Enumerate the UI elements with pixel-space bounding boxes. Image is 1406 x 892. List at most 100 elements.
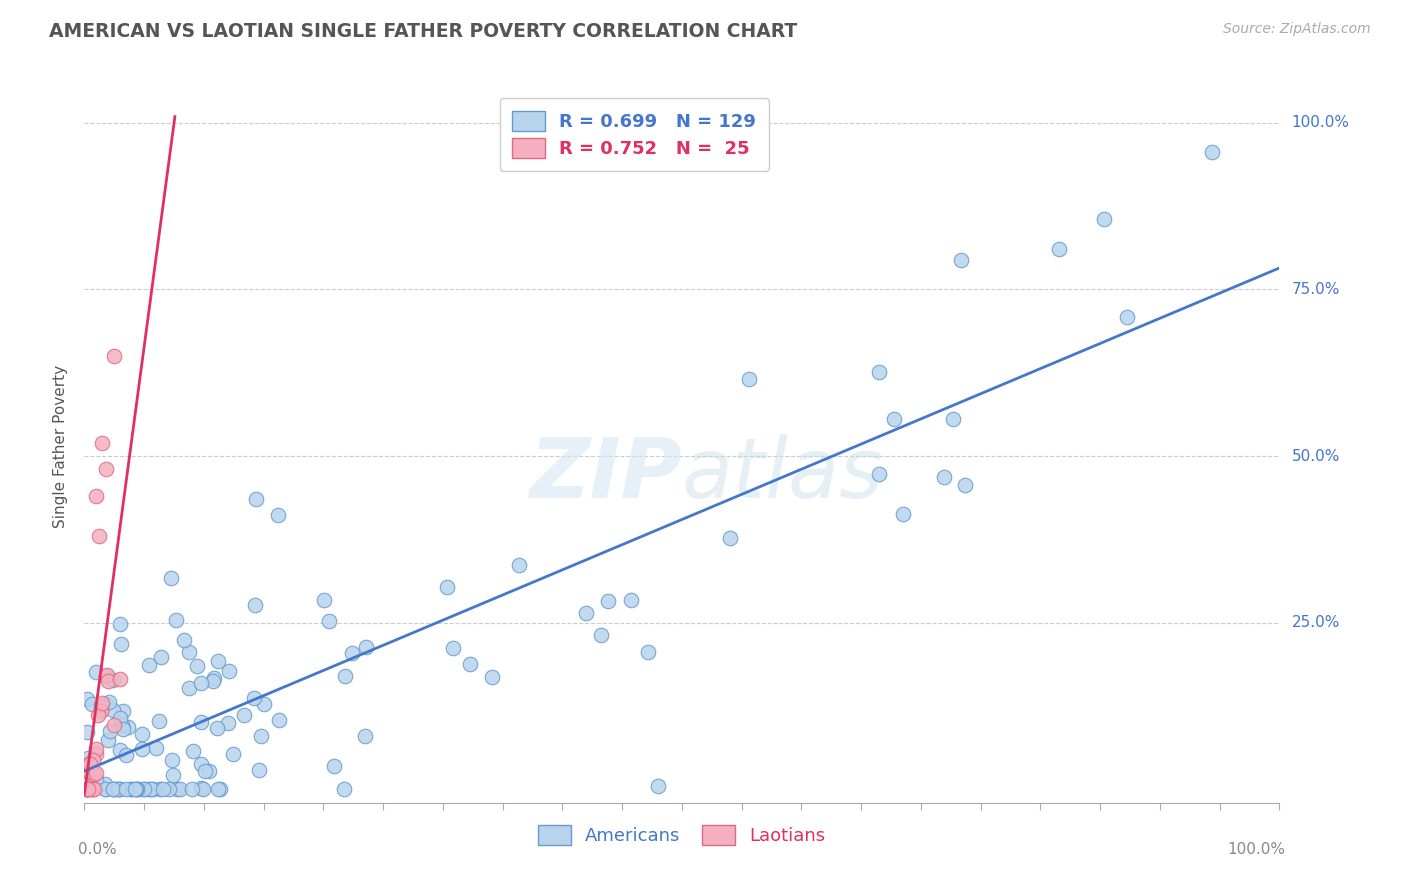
Point xyxy=(103,349,125,363)
Point xyxy=(94,462,117,476)
Point xyxy=(75,782,97,797)
Point xyxy=(84,665,107,679)
Point xyxy=(942,411,965,425)
Point xyxy=(191,782,214,797)
Point xyxy=(112,704,135,718)
Point xyxy=(217,716,239,731)
Point xyxy=(207,654,229,668)
Point xyxy=(134,782,156,797)
Point xyxy=(108,782,131,797)
Point xyxy=(80,782,103,797)
Point xyxy=(82,698,104,712)
Point xyxy=(738,372,761,386)
Legend: Americans, Laotians: Americans, Laotians xyxy=(526,813,838,858)
Point xyxy=(94,782,117,797)
Point xyxy=(934,469,956,483)
Point xyxy=(91,435,114,450)
Point xyxy=(76,764,98,779)
Point xyxy=(508,558,530,572)
Point xyxy=(86,489,108,503)
Point xyxy=(84,742,107,756)
Point xyxy=(181,743,204,757)
Point xyxy=(1116,310,1139,324)
Point xyxy=(97,673,120,688)
Point xyxy=(267,508,290,522)
Point xyxy=(718,531,741,545)
Point xyxy=(108,743,131,757)
Text: 25.0%: 25.0% xyxy=(1292,615,1340,631)
Point xyxy=(637,645,659,659)
Point xyxy=(79,764,101,779)
Point xyxy=(110,673,132,687)
Point xyxy=(269,713,291,727)
Point xyxy=(249,729,271,743)
Point xyxy=(160,753,183,767)
Point xyxy=(869,365,891,379)
Point xyxy=(82,782,104,797)
Point xyxy=(868,467,890,482)
Point xyxy=(190,781,212,796)
Text: atlas: atlas xyxy=(682,434,883,515)
Point xyxy=(891,508,914,522)
Point xyxy=(91,696,114,710)
Point xyxy=(169,782,191,797)
Point xyxy=(157,782,180,797)
Point xyxy=(208,782,231,797)
Point xyxy=(94,697,117,711)
Point xyxy=(179,681,201,695)
Point xyxy=(101,673,124,688)
Point xyxy=(76,750,98,764)
Point xyxy=(127,782,149,797)
Point xyxy=(103,703,125,717)
Point xyxy=(950,252,973,267)
Point xyxy=(108,617,131,632)
Point xyxy=(243,690,266,705)
Point xyxy=(103,782,125,797)
Point xyxy=(207,782,229,797)
Point xyxy=(575,606,598,620)
Point xyxy=(138,658,160,673)
Point xyxy=(179,645,201,659)
Point xyxy=(96,782,118,797)
Text: 100.0%: 100.0% xyxy=(1292,115,1350,130)
Point xyxy=(149,649,172,664)
Point xyxy=(76,782,98,797)
Point xyxy=(160,570,183,584)
Point xyxy=(354,640,377,654)
Point xyxy=(205,721,228,735)
Point xyxy=(953,478,976,492)
Point xyxy=(335,669,357,683)
Point xyxy=(82,753,104,767)
Text: 75.0%: 75.0% xyxy=(1292,282,1340,297)
Point xyxy=(90,704,112,718)
Point xyxy=(94,669,117,683)
Text: 50.0%: 50.0% xyxy=(1292,449,1340,464)
Point xyxy=(354,729,377,743)
Point xyxy=(83,767,105,781)
Point xyxy=(77,782,100,797)
Point xyxy=(202,671,225,685)
Point xyxy=(201,674,224,689)
Point xyxy=(76,782,98,797)
Point xyxy=(98,695,121,709)
Point xyxy=(162,768,184,782)
Point xyxy=(1092,212,1115,227)
Point xyxy=(127,782,149,797)
Point xyxy=(111,717,134,731)
Point xyxy=(96,668,118,682)
Point xyxy=(125,782,148,797)
Text: Source: ZipAtlas.com: Source: ZipAtlas.com xyxy=(1223,22,1371,37)
Point xyxy=(173,633,195,648)
Point xyxy=(86,772,108,787)
Point xyxy=(117,720,139,734)
Point xyxy=(141,782,163,797)
Point xyxy=(114,747,136,762)
Point xyxy=(314,593,336,607)
Point xyxy=(87,708,110,723)
Y-axis label: Single Father Poverty: Single Father Poverty xyxy=(53,365,69,527)
Point xyxy=(115,782,138,797)
Point xyxy=(340,646,363,660)
Point xyxy=(90,699,112,714)
Point xyxy=(94,777,117,791)
Point xyxy=(180,782,202,797)
